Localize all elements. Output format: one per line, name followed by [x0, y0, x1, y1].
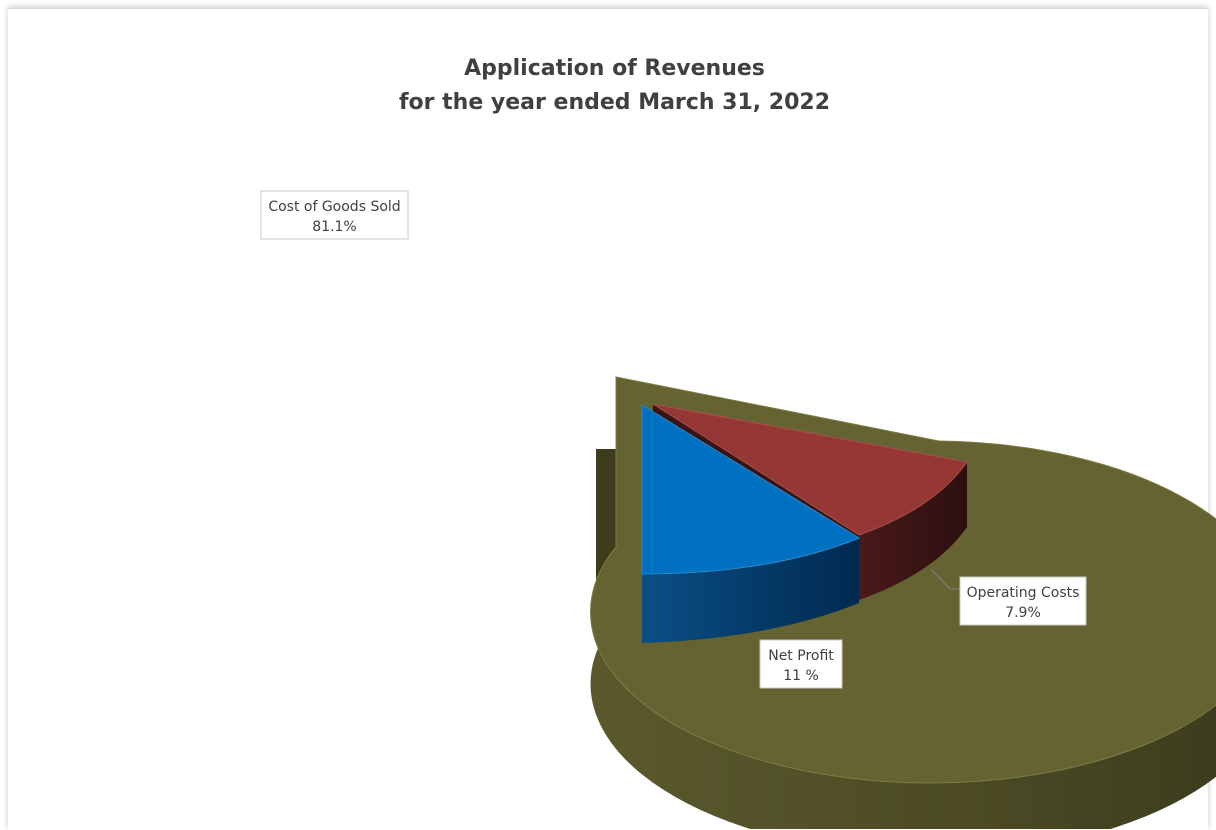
data-label-cost-of-goods-sold-name: Cost of Goods Sold — [268, 199, 400, 215]
data-label-net-profit-name: Net Profit — [768, 648, 834, 664]
data-label-operating-costs: Operating Costs 7.9% — [959, 576, 1087, 626]
slice-net-profit[interactable] — [641, 404, 861, 575]
data-label-cost-of-goods-sold: Cost of Goods Sold 81.1% — [260, 190, 409, 240]
slice-operating-costs[interactable] — [652, 403, 968, 536]
data-label-net-profit-value: 11 % — [783, 668, 819, 684]
chart-title-block: Application of Revenues for the year end… — [0, 52, 1216, 120]
slice-net-profit-side — [642, 538, 859, 643]
data-label-cost-of-goods-sold-value: 81.1% — [312, 219, 356, 235]
chart-subtitle: for the year ended March 31, 2022 — [398, 90, 831, 115]
leader-line-operating-costs — [930, 568, 960, 590]
slice-operating-costs-side — [859, 462, 967, 600]
chart-title: Application of Revenues — [464, 56, 765, 81]
data-label-operating-costs-name: Operating Costs — [967, 585, 1080, 601]
data-label-net-profit: Net Profit 11 % — [759, 639, 843, 689]
slice-cost-of-goods-sold-side — [590, 441, 1216, 829]
data-label-operating-costs-value: 7.9% — [1005, 605, 1041, 621]
